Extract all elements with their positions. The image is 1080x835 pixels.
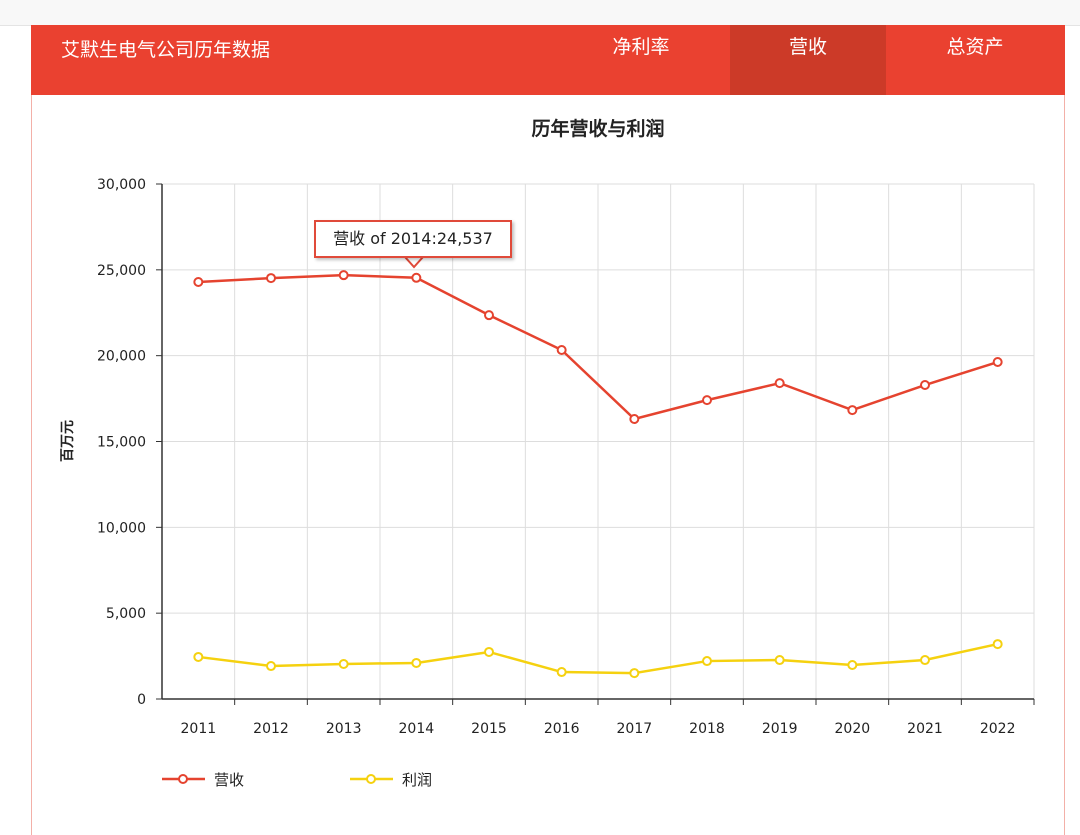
- tooltip-pointer: [404, 256, 424, 269]
- y-tick-label: 30,000: [97, 177, 146, 193]
- data-point: [411, 272, 422, 283]
- data-point: [629, 668, 640, 679]
- series-line-revenue: [198, 273, 999, 421]
- data-point: [774, 378, 785, 389]
- x-tick-label: 2018: [689, 721, 725, 737]
- data-point: [847, 660, 858, 671]
- series-line-profit: [198, 642, 998, 675]
- y-tick-label: 5,000: [106, 606, 146, 622]
- tab-revenue[interactable]: 营收: [730, 25, 886, 95]
- data-point: [338, 658, 349, 669]
- x-tick-label: 2019: [762, 721, 798, 737]
- data-point: [702, 395, 712, 406]
- data-point: [556, 345, 567, 356]
- data-point: [992, 357, 1003, 368]
- data-point: [847, 405, 858, 416]
- x-tick-label: 2013: [326, 721, 362, 737]
- x-tick-label: 2012: [253, 721, 289, 737]
- chart-tooltip: 营收 of 2014:24,537: [314, 220, 512, 258]
- legend-marker: [178, 774, 188, 784]
- y-tick-label: 10,000: [97, 520, 146, 536]
- x-tick-label: 2020: [835, 721, 871, 737]
- data-point: [411, 657, 422, 668]
- data-point: [484, 646, 494, 657]
- chart-panel: [31, 95, 1065, 835]
- legend-label: 利润: [402, 771, 432, 789]
- data-point: [992, 639, 1003, 650]
- tab-total-assets[interactable]: 总资产: [946, 36, 1004, 58]
- y-axis-label: 百万元: [60, 420, 76, 462]
- data-point: [629, 414, 640, 425]
- data-point: [266, 273, 276, 284]
- data-point: [920, 380, 930, 391]
- x-tick-label: 2022: [980, 721, 1016, 737]
- data-point: [702, 656, 712, 667]
- page-title: 艾默生电气公司历年数据: [61, 39, 271, 61]
- data-point: [484, 310, 494, 321]
- data-point: [556, 667, 567, 678]
- chart-title: 历年营收与利润: [531, 117, 664, 140]
- y-tick-label: 0: [137, 692, 146, 708]
- y-tick-label: 25,000: [97, 263, 146, 279]
- data-point: [193, 651, 204, 662]
- legend-label: 营收: [214, 771, 244, 789]
- legend-marker: [366, 774, 376, 784]
- header-bar: 艾默生电气公司历年数据 净利率 营收 总资产: [31, 25, 1065, 95]
- x-tick-label: 2014: [399, 721, 435, 737]
- x-tick-label: 2021: [907, 721, 943, 737]
- x-tick-label: 2017: [617, 721, 653, 737]
- data-point: [338, 270, 349, 281]
- y-tick-label: 20,000: [97, 349, 146, 365]
- tab-net-margin[interactable]: 净利率: [612, 36, 670, 58]
- data-point: [774, 655, 785, 666]
- data-point: [920, 655, 930, 666]
- data-point: [193, 277, 204, 288]
- data-point: [266, 661, 276, 672]
- x-tick-label: 2011: [181, 721, 217, 737]
- y-tick-label: 15,000: [97, 435, 146, 451]
- x-tick-label: 2016: [544, 721, 580, 737]
- x-tick-label: 2015: [471, 721, 507, 737]
